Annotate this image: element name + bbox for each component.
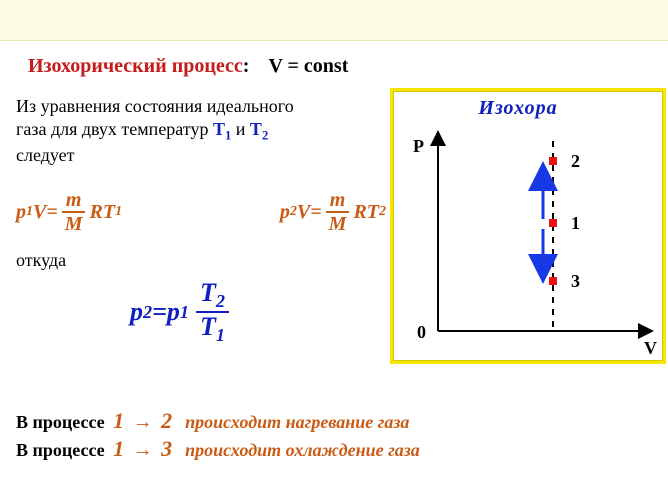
title-eq: V = const <box>254 55 348 77</box>
T1-sub: 1 <box>225 129 231 143</box>
process-1-2: В процессе 1 → 2 происходит нагревание г… <box>16 408 409 434</box>
proc2-a: 1 <box>109 436 128 461</box>
eq1-RT-sub: 1 <box>115 204 122 220</box>
intro-l2a: газа для двух температур <box>16 119 213 139</box>
intro-paragraph: Из уравнения состояния идеального газа д… <box>16 95 376 168</box>
chart-svg <box>393 91 663 361</box>
chart-isochore: Изохора P V 0 2 1 3 <box>390 88 666 364</box>
equation-p1V: p1V = m M RT1 <box>16 190 122 234</box>
eq2-p: p <box>280 201 290 224</box>
eq2-frac: m M <box>325 190 351 234</box>
point-2 <box>549 157 557 165</box>
res-T2: T2 <box>196 280 229 313</box>
res-T2-sub: 2 <box>216 291 225 311</box>
result-equation: p2 = p1 T2 T1 <box>130 280 232 345</box>
proc1-text: происходит нагревание газа <box>185 412 409 432</box>
equation-p2V: p2V = m M RT2 <box>280 190 386 234</box>
eq1-M: M <box>61 213 87 234</box>
proc1-a: 1 <box>109 408 128 433</box>
point-1 <box>549 219 557 227</box>
intro-and: и <box>236 119 250 139</box>
proc1-arrow-icon: → <box>133 411 153 433</box>
proc2-arrow-icon: → <box>133 439 153 461</box>
equation-row: p1V = m M RT1 p2V = m M RT2 <box>16 190 386 234</box>
proc2-pre: В процессе <box>16 440 109 460</box>
result-equation-wrap: p2 = p1 T2 T1 <box>130 280 232 345</box>
T1-letter: T <box>213 119 225 139</box>
proc2-text: происходит охлаждение газа <box>185 440 420 460</box>
res-p1-sub: 1 <box>180 302 189 323</box>
T2-sym: T2 <box>250 119 268 139</box>
T2-letter: T <box>250 119 262 139</box>
res-T1-letter: T <box>200 312 216 341</box>
res-frac: T2 T1 <box>196 280 229 345</box>
eq2-equals: = <box>310 201 321 224</box>
otkuda-label: откуда <box>16 250 66 271</box>
title-process: Изохорический процесс <box>28 55 243 77</box>
proc1-b: 2 <box>157 408 176 433</box>
title-line: Изохорический процесс: V = const <box>28 55 348 78</box>
eq2-V: V <box>297 201 310 224</box>
eq2-M: M <box>325 213 351 234</box>
eq2-RT-sub: 2 <box>379 204 386 220</box>
eq2-p-sub: 2 <box>290 204 297 220</box>
proc1-pre: В процессе <box>16 412 109 432</box>
process-1-3: В процессе 1 → 3 происходит охлаждение г… <box>16 436 420 462</box>
point-3 <box>549 277 557 285</box>
top-band <box>0 0 668 41</box>
slide: Изохорический процесс: V = const Из урав… <box>0 0 668 500</box>
res-T2-letter: T <box>200 278 216 307</box>
res-p2: p <box>130 297 143 327</box>
eq1-frac: m M <box>61 190 87 234</box>
title-sep: : <box>243 55 250 77</box>
res-p2-sub: 2 <box>143 302 152 323</box>
res-p1: p <box>167 297 180 327</box>
eq2-RT: RT <box>353 201 379 224</box>
intro-l1: Из уравнения состояния идеального <box>16 96 294 116</box>
res-equals: = <box>152 297 167 327</box>
proc2-b: 3 <box>157 436 176 461</box>
T2-sub: 2 <box>262 129 268 143</box>
eq1-RT: RT <box>90 201 116 224</box>
eq1-V: V <box>33 201 46 224</box>
eq1-p: p <box>16 201 26 224</box>
intro-l3: следует <box>16 145 75 165</box>
eq1-m: m <box>62 190 86 213</box>
T1-sym: T1 <box>213 119 231 139</box>
res-T1-sub: 1 <box>216 326 225 346</box>
eq1-p-sub: 1 <box>26 204 33 220</box>
eq2-m: m <box>326 190 350 213</box>
res-T1: T1 <box>196 313 229 344</box>
eq1-equals: = <box>46 201 57 224</box>
